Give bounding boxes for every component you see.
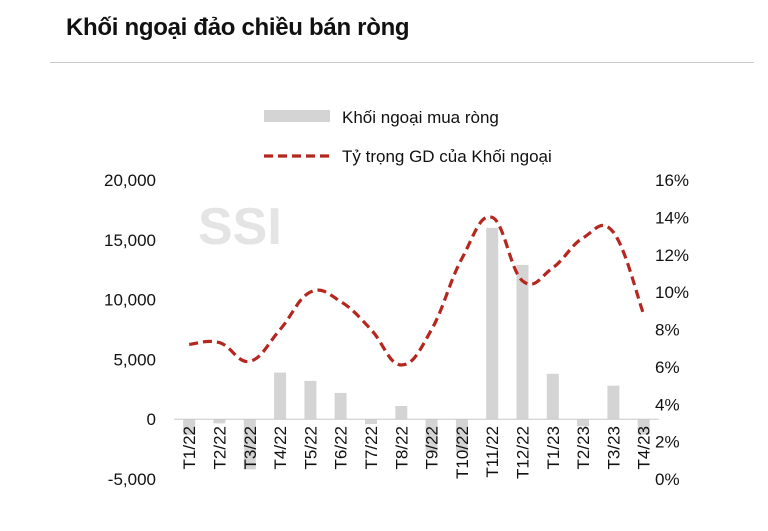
right-axis: 16% 14% 12% 10% 8% 6% 4% 2% 0% <box>655 171 689 489</box>
x-tick-label: T3/22 <box>241 426 260 469</box>
bar-T4/23 <box>637 419 650 435</box>
right-tick-label: 2% <box>655 433 680 452</box>
bar-T9/22 <box>425 419 438 452</box>
bar-T2/22 <box>213 419 226 424</box>
x-tick-label: T10/22 <box>453 426 472 479</box>
bar-T1/23 <box>546 373 559 420</box>
bar-T7/22 <box>365 419 377 424</box>
bar-T2/23 <box>577 419 589 427</box>
line-point-T8/22 <box>400 364 403 367</box>
right-tick-label: 16% <box>655 171 689 190</box>
x-tick-label: T2/22 <box>210 426 229 469</box>
x-axis: T1/22 T2/22 T3/22 T4/22 T5/22 T6/22 T7/22 T8/22… <box>180 426 654 479</box>
line-point-T2/22 <box>218 341 221 344</box>
x-tick-label: T3/23 <box>604 426 623 469</box>
line-point-T9/22 <box>430 328 433 331</box>
right-tick-label: 8% <box>655 321 680 340</box>
left-tick-label: 5,000 <box>113 350 156 369</box>
line-point-T11/22 <box>491 216 494 219</box>
line-point-T4/23 <box>642 313 645 316</box>
line-point-T7/22 <box>370 328 373 331</box>
bar-T10/22 <box>455 419 468 452</box>
line-point-T3/22 <box>248 360 251 363</box>
right-tick-label: 4% <box>655 395 680 414</box>
line-point-T4/22 <box>279 328 282 331</box>
bar-T3/23 <box>607 385 620 420</box>
legend: Khối ngoại mua ròng Tỷ trọng GD của Khối … <box>264 108 552 166</box>
x-tick-label: T7/22 <box>362 426 381 469</box>
line-tytrong <box>189 215 646 367</box>
x-tick-label: T12/22 <box>514 426 533 479</box>
page-title: Khối ngoại đảo chiều bán ròng <box>66 14 410 41</box>
legend-swatch-bar <box>264 110 330 122</box>
line-point-T1/23 <box>551 266 554 269</box>
line-point-T3/23 <box>612 231 615 234</box>
x-tick-label: T6/22 <box>332 426 351 469</box>
left-tick-label: 10,000 <box>104 291 156 310</box>
legend-label-bar: Khối ngoại mua ròng <box>342 108 499 127</box>
bar-T3/22 <box>243 419 256 470</box>
bar-T11/22 <box>486 227 499 420</box>
bar-series <box>183 227 650 470</box>
line-point-T10/22 <box>460 257 463 260</box>
right-tick-label: 6% <box>655 358 680 377</box>
line-point-T5/22 <box>309 291 312 294</box>
left-tick-label: 15,000 <box>104 231 156 250</box>
x-tick-label: T9/22 <box>423 426 442 469</box>
left-axis: 20,000 15,000 10,000 5,000 0 -5,000 <box>104 171 156 489</box>
watermark: SSI <box>198 198 282 256</box>
line-point-T2/23 <box>582 236 585 239</box>
bar-T12/22 <box>516 264 529 420</box>
bar-T5/22 <box>304 380 317 420</box>
x-tick-label: T4/22 <box>271 426 290 469</box>
right-tick-label: 12% <box>655 246 689 265</box>
x-tick-label: T1/23 <box>544 426 563 469</box>
bar-T1/22 <box>183 419 196 435</box>
left-tick-label: 20,000 <box>104 171 156 190</box>
right-tick-label: 0% <box>655 470 680 489</box>
right-tick-label: 14% <box>655 208 689 227</box>
x-tick-label: T4/23 <box>635 426 654 469</box>
bar-T4/22 <box>274 372 287 420</box>
line-point-T6/22 <box>339 300 342 303</box>
x-tick-label: T2/23 <box>574 426 593 469</box>
x-tick-label: T1/22 <box>180 426 199 469</box>
title-divider <box>50 62 754 63</box>
line-point-T1/22 <box>188 343 191 346</box>
x-tick-label: T11/22 <box>483 426 502 478</box>
x-tick-label: T5/22 <box>301 426 320 469</box>
x-tick-label: T8/22 <box>392 426 411 469</box>
bar-T8/22 <box>395 406 408 420</box>
left-tick-label: -5,000 <box>108 470 156 489</box>
line-series <box>188 215 646 367</box>
bar-T6/22 <box>334 392 347 420</box>
legend-label-line: Tỷ trọng GD của Khối ngoại <box>342 147 552 166</box>
right-tick-label: 10% <box>655 283 689 302</box>
line-point-T12/22 <box>521 279 524 282</box>
left-tick-label: 0 <box>147 410 156 429</box>
